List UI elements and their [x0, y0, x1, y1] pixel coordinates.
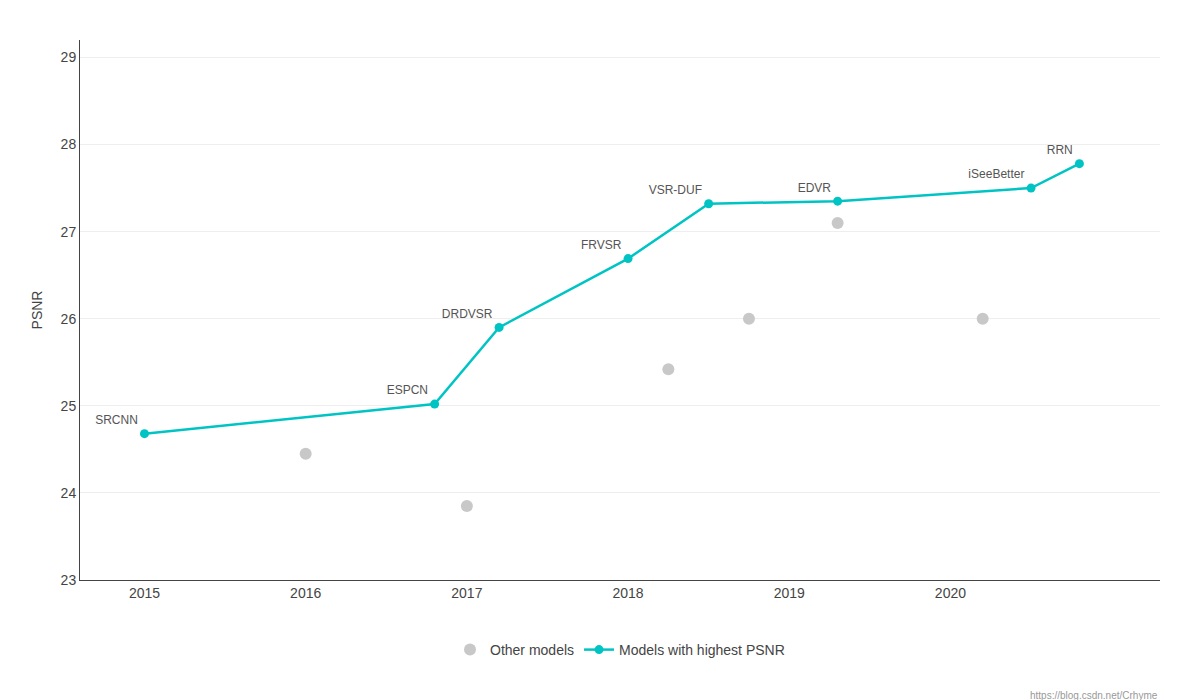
- svg-text:2020: 2020: [935, 585, 966, 601]
- svg-text:2018: 2018: [612, 585, 643, 601]
- svg-text:24: 24: [61, 485, 77, 501]
- svg-text:29: 29: [61, 49, 77, 65]
- svg-text:27: 27: [61, 224, 77, 240]
- svg-text:iSeeBetter: iSeeBetter: [968, 167, 1024, 181]
- svg-text:26: 26: [61, 311, 77, 327]
- svg-text:2017: 2017: [451, 585, 482, 601]
- svg-text:2015: 2015: [129, 585, 160, 601]
- svg-text:28: 28: [61, 136, 77, 152]
- svg-text:https://blog.csdn.net/Crhyme: https://blog.csdn.net/Crhyme: [1030, 690, 1158, 700]
- svg-text:RRN: RRN: [1047, 143, 1073, 157]
- svg-text:VSR-DUF: VSR-DUF: [649, 183, 702, 197]
- svg-text:ESPCN: ESPCN: [387, 383, 428, 397]
- svg-text:25: 25: [61, 398, 77, 414]
- svg-text:EDVR: EDVR: [798, 181, 832, 195]
- svg-text:SRCNN: SRCNN: [95, 413, 138, 427]
- svg-text:2019: 2019: [774, 585, 805, 601]
- svg-text:DRDVSR: DRDVSR: [442, 307, 493, 321]
- svg-text:Other models: Other models: [490, 642, 574, 658]
- svg-text:Models with highest PSNR: Models with highest PSNR: [619, 642, 785, 658]
- svg-text:23: 23: [61, 572, 77, 588]
- svg-text:FRVSR: FRVSR: [581, 238, 622, 252]
- svg-text:PSNR: PSNR: [29, 291, 45, 330]
- svg-text:2016: 2016: [290, 585, 321, 601]
